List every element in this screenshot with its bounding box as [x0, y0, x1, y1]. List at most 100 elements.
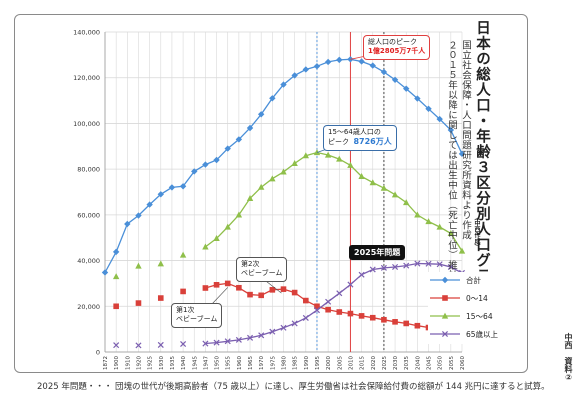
working-peak-annotation: 15～64歳人口の ピーク 8726万人 [323, 125, 397, 152]
x-tick-label: 2030 [393, 356, 399, 370]
data-point [213, 235, 220, 241]
x-tick-label: 1940 [181, 356, 187, 370]
data-point [180, 340, 187, 348]
data-point [224, 280, 231, 287]
data-point [313, 307, 320, 314]
document-tag: 中西 資料② [564, 333, 573, 382]
series-65歳以上 [113, 260, 466, 349]
data-point [191, 168, 198, 175]
y-tick-label: 120,000 [73, 74, 100, 82]
data-point [213, 339, 220, 346]
total-peak-value: 1億2805万7千人 [368, 47, 426, 56]
legend-label: 0～14 [466, 294, 488, 303]
data-point [235, 211, 243, 218]
data-point [414, 260, 421, 267]
data-point [414, 95, 421, 102]
data-point [135, 342, 142, 349]
second-baby-boom-annotation: 第2次 ベビーブーム [236, 257, 288, 282]
data-point [236, 284, 242, 291]
legend-item: 合計 [428, 272, 520, 290]
data-point [291, 289, 298, 296]
data-point [135, 300, 142, 306]
data-point [358, 313, 365, 319]
legend-item: 65歳以上 [428, 326, 520, 344]
data-point [441, 276, 449, 284]
x-tick-label: 2045 [427, 356, 433, 370]
axes: 0 20,000 40,000 60,000 80,000 100,000 120,000 1… [73, 29, 466, 371]
legend-swatch [430, 276, 460, 284]
data-point [336, 155, 343, 162]
data-point [392, 319, 398, 325]
y-tick-label: 0 [96, 349, 100, 357]
data-point [425, 260, 432, 267]
data-point [347, 310, 354, 317]
x-tick-label: 1970 [259, 356, 265, 370]
data-point [313, 63, 321, 70]
x-tick-label: 1950 [215, 356, 221, 370]
data-point [325, 306, 331, 313]
data-point [369, 179, 376, 186]
x-tick-label: 1900 [114, 356, 120, 370]
data-point [391, 191, 399, 198]
legend-swatch [430, 295, 460, 301]
data-point [381, 316, 387, 323]
data-point [392, 263, 399, 270]
data-point [414, 211, 421, 218]
series-15～64 [112, 149, 466, 280]
data-point [257, 111, 265, 118]
data-point [235, 136, 243, 143]
data-point [157, 341, 164, 348]
data-point [113, 342, 120, 349]
series-lines [101, 56, 466, 349]
x-tick-label: 1935 [170, 356, 176, 370]
legend-swatch [430, 330, 460, 338]
chart-title-note: （中西作成） [473, 214, 480, 250]
data-point [425, 218, 432, 225]
data-point [302, 314, 309, 321]
y-tick-label: 20,000 [77, 303, 100, 311]
x-tick-label: 1920 [136, 356, 142, 370]
source-note-1: 国立社会保障・人口問題研究所資料より作成 [460, 40, 471, 240]
data-point [246, 124, 254, 132]
working-peak-label: 15～64歳人口の [328, 128, 381, 136]
data-point [157, 295, 164, 301]
data-point [124, 220, 131, 228]
x-tick-label: 1955 [226, 356, 232, 370]
x-tick-label: 2000 [326, 356, 332, 370]
data-point [247, 334, 254, 341]
data-point [442, 295, 448, 301]
data-point [358, 58, 365, 65]
total-peak-label: 総人口のピーク [368, 38, 417, 46]
data-point [336, 309, 343, 315]
chart-title: 日本の総人口・年齢３区分別人口グラフ [474, 20, 490, 299]
data-point [112, 273, 120, 280]
x-tick-label: 1910 [125, 356, 131, 370]
data-point [113, 303, 119, 310]
y-tick-label: 40,000 [77, 257, 100, 265]
x-tick-label: 2020 [371, 356, 377, 370]
data-point [179, 251, 187, 258]
data-point [380, 68, 388, 76]
data-point [280, 81, 287, 88]
series-line [205, 151, 463, 252]
data-point [347, 161, 354, 168]
working-peak-value: 8726万人 [353, 137, 392, 147]
data-point [403, 199, 410, 206]
data-point [235, 336, 242, 343]
data-point [441, 312, 449, 319]
first-baby-boom-annotation: 第1次 ベビーブーム [171, 303, 223, 328]
data-point [458, 150, 466, 158]
data-point [380, 264, 387, 271]
data-point [314, 303, 320, 310]
data-point [202, 243, 209, 250]
data-point [202, 340, 209, 347]
data-point [447, 263, 454, 270]
data-point [403, 85, 410, 92]
working-peak-word: ピーク [328, 138, 349, 147]
x-tick-label: 2015 [360, 356, 366, 370]
x-tick-label: 2025 [382, 356, 388, 370]
data-point [447, 229, 455, 236]
boom1-leader [211, 287, 228, 305]
data-point [269, 287, 276, 293]
